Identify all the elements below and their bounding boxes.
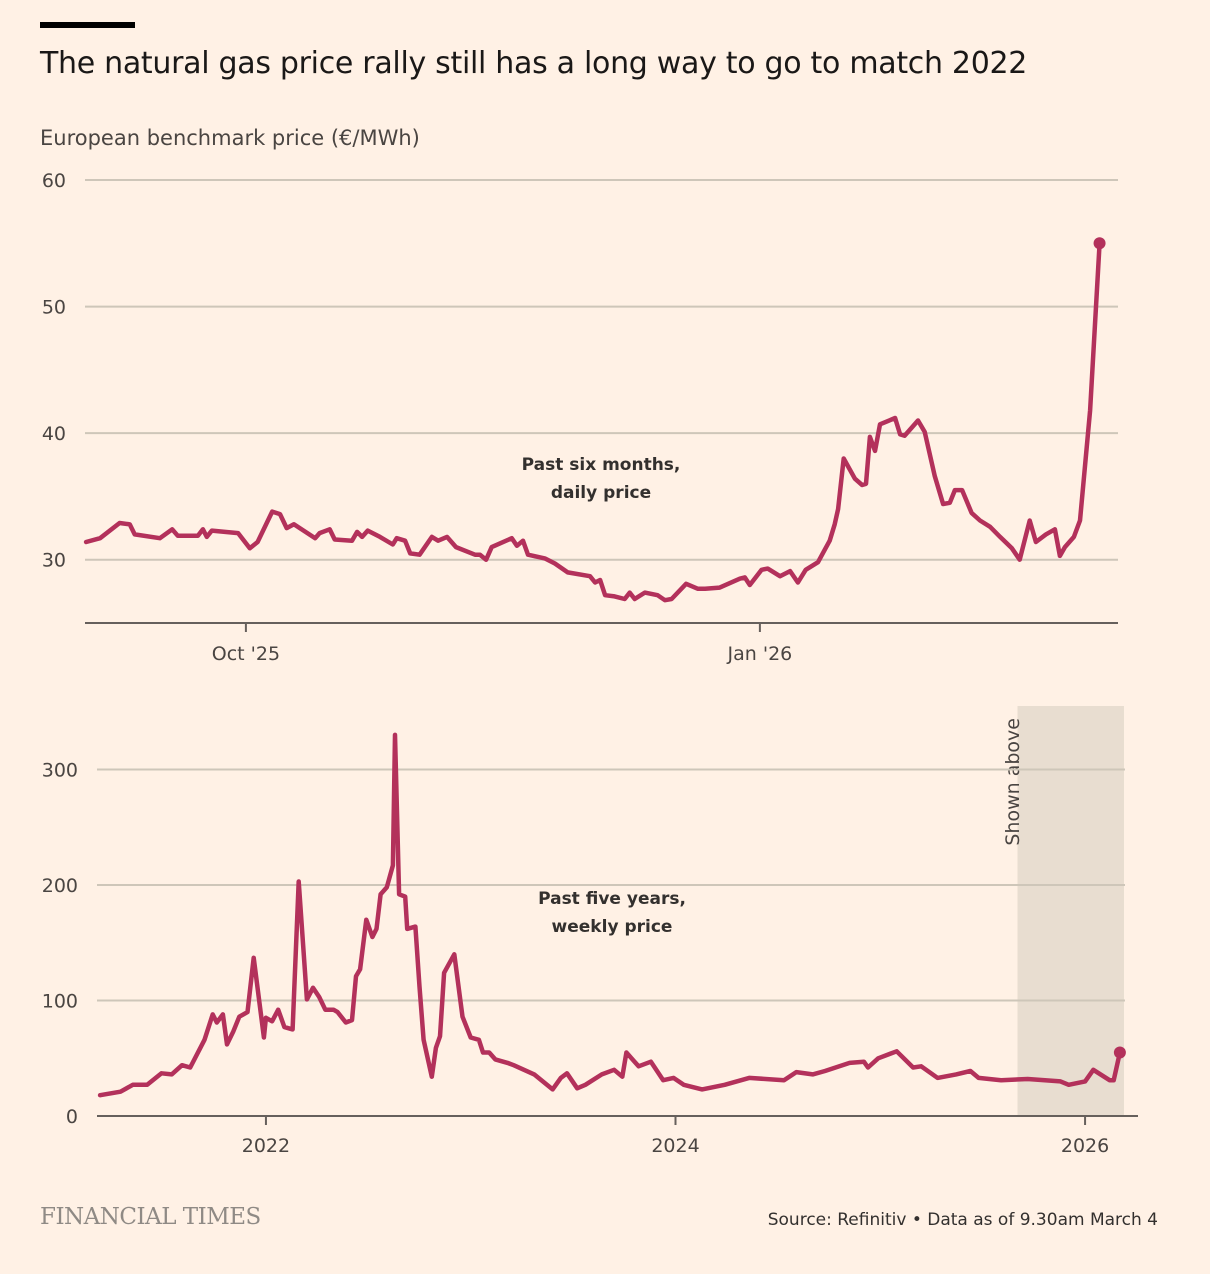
shaded-region (1017, 706, 1124, 1116)
source-note: Source: Refinitiv • Data as of 9.30am Ma… (767, 1210, 1158, 1230)
y-tick-label: 50 (42, 297, 66, 319)
x-tick-label: 2022 (242, 1135, 290, 1157)
five-year-chart: Shown above 0 100 200 300 2022 2024 2026 Past fi… (42, 706, 1138, 1157)
chart-title: The natural gas price rally still has a … (40, 46, 1028, 81)
latest-price-marker (1113, 1046, 1126, 1059)
ft-logo: FINANCIAL TIMES (40, 1204, 261, 1230)
six-month-chart: 30 40 50 60 Oct '25 Jan '26 Past six months, da… (42, 170, 1118, 665)
y-tick-label: 200 (42, 875, 78, 897)
y-tick-label: 100 (42, 991, 78, 1013)
x-tick-label: 2024 (651, 1135, 699, 1157)
chart-annotation: Past five years, (538, 889, 686, 909)
x-tick-label: 2026 (1061, 1135, 1109, 1157)
y-tick-label: 40 (42, 423, 66, 445)
y-tick-label: 30 (42, 550, 66, 572)
price-line (97, 732, 1123, 1098)
chart-annotation: daily price (551, 483, 651, 503)
title-accent-bar (40, 22, 135, 28)
y-tick-label: 60 (42, 170, 66, 192)
x-tick-label: Jan '26 (727, 643, 793, 665)
latest-price-marker (1093, 237, 1106, 250)
y-tick-label: 300 (42, 760, 78, 782)
chart-annotation: weekly price (552, 917, 673, 937)
chart-subtitle: European benchmark price (€/MWh) (40, 126, 420, 150)
shaded-region-label: Shown above (1002, 718, 1024, 846)
y-tick-label: 0 (66, 1106, 78, 1128)
x-tick-label: Oct '25 (212, 643, 280, 665)
price-line (83, 241, 1102, 603)
chart-annotation: Past six months, (522, 455, 681, 475)
